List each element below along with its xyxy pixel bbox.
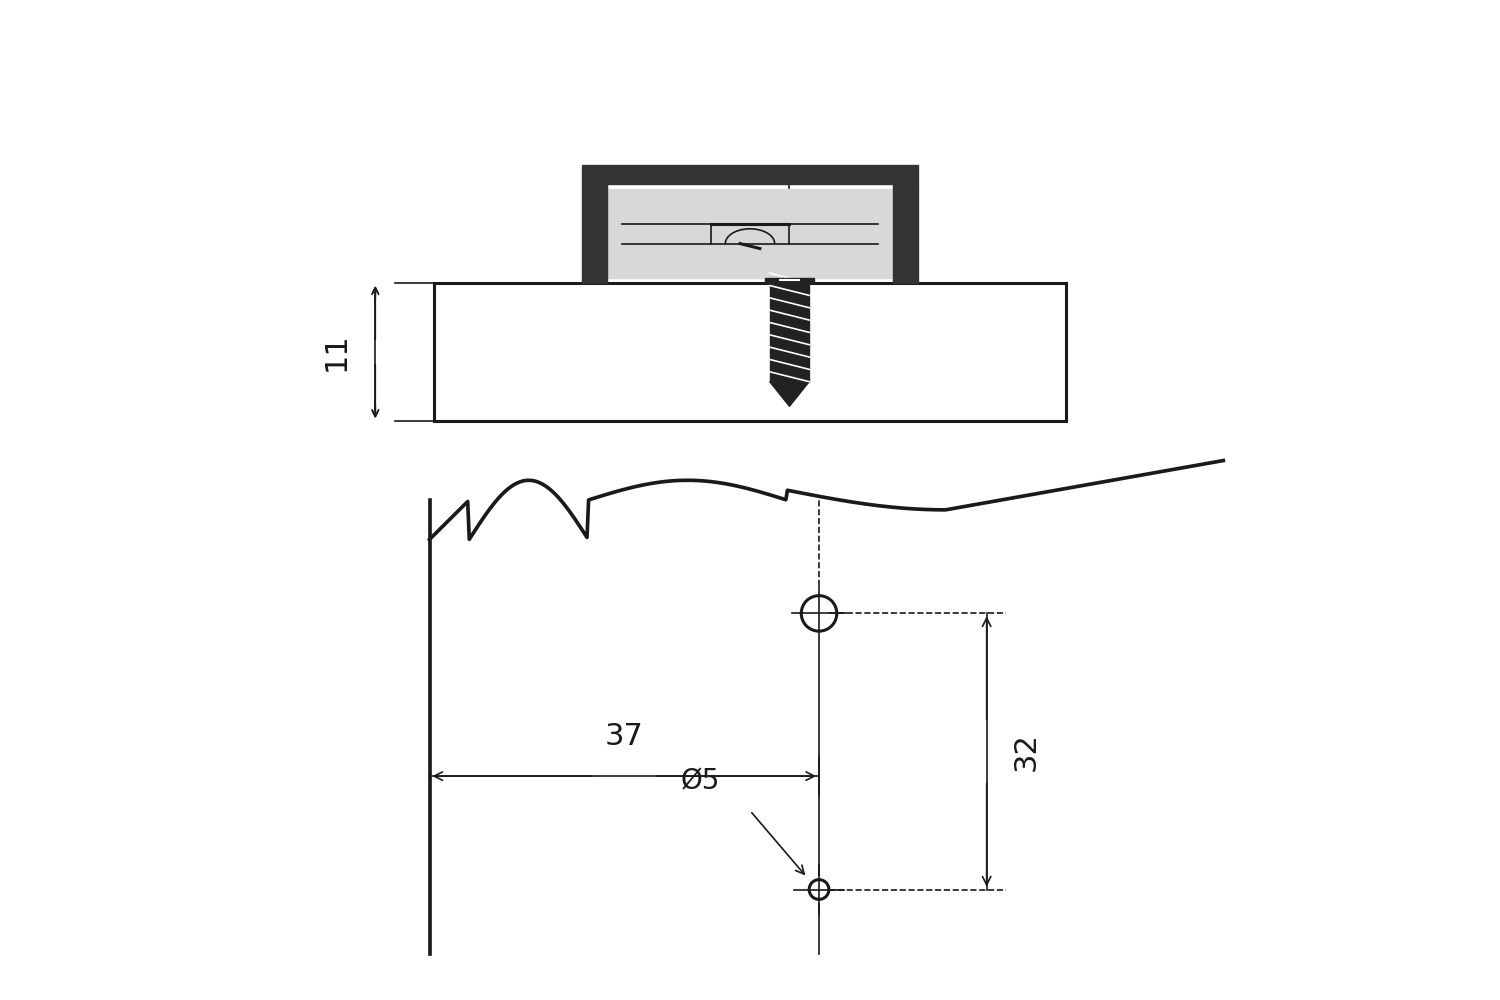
Polygon shape — [770, 382, 808, 406]
Text: 37: 37 — [604, 722, 644, 751]
Polygon shape — [582, 165, 918, 184]
Polygon shape — [582, 184, 608, 283]
Text: Ø5: Ø5 — [681, 767, 720, 795]
Polygon shape — [592, 189, 908, 278]
Text: 11: 11 — [321, 333, 351, 371]
Polygon shape — [892, 184, 918, 283]
Polygon shape — [770, 283, 808, 382]
Text: 32: 32 — [1011, 732, 1041, 771]
Polygon shape — [765, 278, 814, 283]
